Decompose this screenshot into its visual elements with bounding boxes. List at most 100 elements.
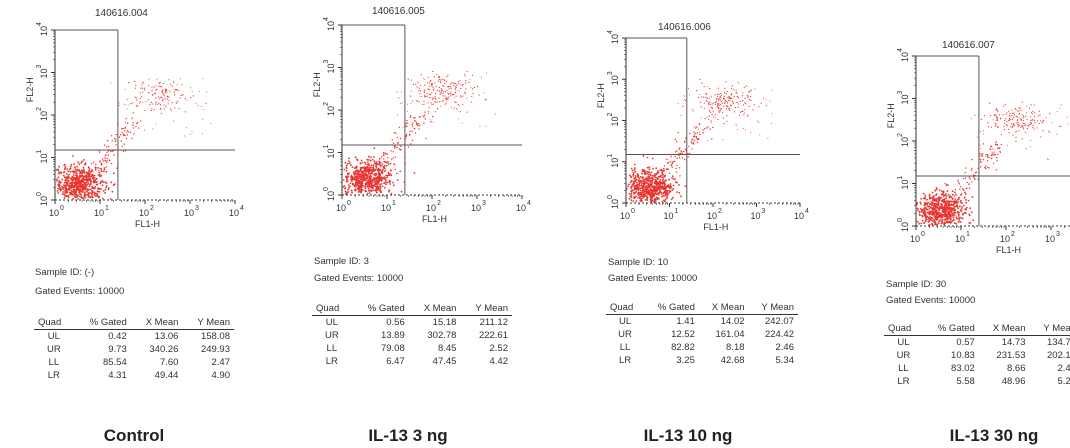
event-dot <box>978 158 980 161</box>
y-tick-label: 10 <box>900 179 910 189</box>
event-dot <box>98 170 100 172</box>
event-dot <box>1030 122 1032 124</box>
event-dot <box>98 171 101 174</box>
event-dot <box>699 94 701 95</box>
event-dot <box>708 102 710 104</box>
event-dot <box>115 139 117 141</box>
event-dot <box>355 183 358 186</box>
event-dot <box>1041 122 1043 124</box>
event-dot <box>388 163 390 166</box>
event-dot <box>989 148 992 150</box>
event-dot <box>995 169 998 171</box>
event-dot <box>969 187 971 190</box>
event-dot <box>669 183 672 185</box>
event-dot <box>702 129 704 131</box>
event-dot <box>934 221 937 224</box>
event-dot <box>422 115 424 117</box>
event-dot <box>1025 148 1027 150</box>
event-dot <box>748 105 750 107</box>
event-dot <box>99 161 101 163</box>
event-dot <box>712 110 714 112</box>
event-dot <box>718 93 720 95</box>
event-dot <box>993 115 996 117</box>
event-dot <box>924 207 927 210</box>
event-dot <box>87 181 89 184</box>
event-dot <box>925 218 928 221</box>
event-dot <box>373 178 376 181</box>
event-dot <box>83 159 85 161</box>
event-dot <box>955 222 958 225</box>
event-dot <box>399 170 402 173</box>
event-dot <box>170 110 172 112</box>
event-dot <box>383 158 385 160</box>
event-dot <box>384 167 386 169</box>
event-dot <box>676 150 678 152</box>
event-dot <box>696 90 698 92</box>
event-dot <box>703 86 705 88</box>
event-dot <box>98 151 101 153</box>
event-dot <box>710 107 712 109</box>
event-dot <box>721 108 723 110</box>
event-dot <box>943 211 945 213</box>
event-dot <box>655 177 658 179</box>
event-dot <box>198 91 200 93</box>
event-dot <box>424 118 426 120</box>
event-dot <box>129 131 132 133</box>
event-dot <box>750 90 752 92</box>
event-dot <box>111 190 114 193</box>
event-dot <box>920 198 923 200</box>
event-dot <box>1034 121 1036 124</box>
event-dot <box>1009 114 1011 116</box>
event-dot <box>400 145 402 147</box>
event-dot <box>444 82 446 85</box>
event-dot <box>410 79 412 81</box>
event-dot <box>980 154 983 156</box>
event-dot <box>994 113 996 116</box>
event-dot <box>354 166 357 169</box>
event-dot <box>371 158 374 161</box>
event-dot <box>714 94 716 96</box>
quadrant-stats-table: Quad% Gated X Mean Y Mean UL 1.41 14.02 242.07… <box>606 301 798 367</box>
y-tick-label: 10 <box>326 148 336 158</box>
event-dot <box>446 97 448 99</box>
event-dot <box>379 185 382 188</box>
y-tick-label: 10 <box>39 196 49 206</box>
event-dot <box>958 196 960 199</box>
event-dot <box>391 139 393 141</box>
event-dot <box>102 160 104 162</box>
event-dot <box>366 176 369 178</box>
event-dot <box>162 82 164 84</box>
event-dot <box>659 179 662 181</box>
event-dot <box>423 103 425 105</box>
event-dot <box>672 184 675 187</box>
event-dot <box>132 127 135 129</box>
event-dot <box>1067 123 1069 125</box>
event-dot <box>443 91 445 93</box>
event-dot <box>1017 124 1019 126</box>
event-dot <box>1023 124 1025 127</box>
event-dot <box>938 196 941 199</box>
event-dot <box>455 82 457 84</box>
x-axis-label: FL1-H <box>703 222 728 232</box>
event-dot <box>126 130 129 132</box>
stats-cell: LR <box>47 370 60 381</box>
event-dot <box>468 81 470 83</box>
event-dot <box>150 109 152 112</box>
event-dot <box>745 103 747 105</box>
event-dot <box>369 185 372 188</box>
event-dot <box>628 193 631 195</box>
event-dot <box>154 92 156 94</box>
panel-il13-3ng: 140616.005 10 0 10 0 10 1 10 1 10 2 10 2 10 3 10 3 10 4 10… <box>270 0 531 448</box>
event-dot <box>637 179 640 182</box>
event-dot <box>62 186 65 189</box>
event-dot <box>677 103 679 104</box>
event-dot <box>992 119 994 121</box>
event-dot <box>998 114 1000 116</box>
event-dot <box>962 213 964 216</box>
event-dot <box>365 179 367 182</box>
event-dot <box>717 106 719 108</box>
event-dot <box>345 170 348 172</box>
event-dot <box>1008 110 1010 112</box>
event-dot <box>719 99 721 101</box>
event-dot <box>1024 124 1027 126</box>
